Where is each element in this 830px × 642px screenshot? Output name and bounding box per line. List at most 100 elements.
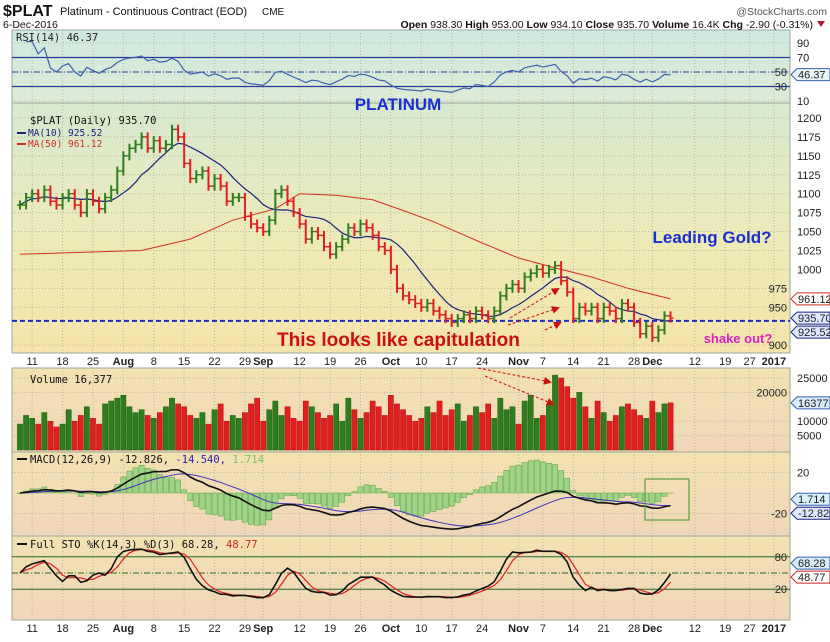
x-tick-label: 11 <box>26 623 37 635</box>
macd-histogram-bar <box>199 492 206 510</box>
volume-bar <box>120 395 127 451</box>
volume-bar <box>540 415 546 451</box>
y-tick-label: 20 <box>775 584 787 596</box>
macd-histogram-bar <box>394 492 400 507</box>
volume-bar <box>41 412 48 451</box>
volume-bar <box>132 412 139 451</box>
macd-histogram-bar <box>606 492 613 501</box>
volume-bar <box>199 412 206 451</box>
x-tick-label: Nov <box>508 356 530 368</box>
macd-histogram-bar <box>90 492 96 495</box>
x-tick-label: 28 <box>628 623 640 635</box>
macd-line <box>19 468 671 530</box>
macd-histogram-bar <box>406 492 412 516</box>
open-value: 938.30 <box>430 19 462 31</box>
volume-bar <box>570 397 577 451</box>
macd-histogram-bar <box>187 492 194 501</box>
volume-bar <box>558 377 564 451</box>
volume-bar <box>272 400 279 451</box>
sto-legend: Full STO %K(14,3) %D(3) 68.28, 48.77 <box>30 539 258 551</box>
y-tick-label: 20 <box>797 468 809 480</box>
signal-value: -14.540, <box>175 454 226 466</box>
macd-histogram-bar <box>381 491 388 494</box>
capitulation-arrows <box>477 287 562 406</box>
volume-bar <box>156 412 163 451</box>
symbol: $PLAT <box>3 3 53 20</box>
volume-bar <box>509 406 516 451</box>
x-tick-label: 29 <box>239 623 251 635</box>
x-tick-label: 17 <box>446 356 458 368</box>
macd-histogram-bar <box>533 459 540 494</box>
value-tag-label: 48.77 <box>798 572 826 584</box>
x-tick-label: Dec <box>642 623 662 635</box>
sto-d-value: 48.77 <box>226 539 258 551</box>
volume-bar <box>460 420 467 451</box>
volume-bar <box>552 374 558 451</box>
macd-histogram-bar <box>479 486 485 494</box>
macd-histogram-bar <box>175 479 181 494</box>
value-tag-label: 68.28 <box>798 558 826 570</box>
macd-histogram-bar <box>637 492 644 502</box>
volume-bar <box>619 406 625 451</box>
x-tick-label: 15 <box>178 356 190 368</box>
annotation-shake-out: shake out? <box>704 331 773 346</box>
value-tag <box>790 68 830 82</box>
y-tick-label: 50 <box>775 67 787 79</box>
macd-histogram-bar <box>248 492 254 525</box>
volume-bar <box>631 409 637 451</box>
value-tag <box>790 556 830 570</box>
volume-bar <box>546 403 552 451</box>
volume-bar <box>588 418 595 451</box>
open-label: Open <box>400 19 427 31</box>
volume-bar <box>363 412 370 451</box>
volume-bar <box>144 415 151 451</box>
arrow <box>484 375 555 406</box>
y-tick-label: 30 <box>775 82 787 94</box>
macd-histogram-bar <box>631 492 637 498</box>
x-tick-label: Sep <box>253 623 273 635</box>
volume-bar <box>533 418 540 451</box>
macd-histogram-bar <box>302 492 309 504</box>
value-tag-label: 16377 <box>798 398 829 410</box>
y-tick-label: 5000 <box>797 431 821 443</box>
sto-k-line <box>19 548 672 599</box>
macd-histogram-bar <box>661 492 668 497</box>
volume-bar <box>65 409 72 451</box>
volume-bar <box>169 397 175 451</box>
high-label: High <box>465 19 488 31</box>
x-tick-label: 27 <box>743 356 755 368</box>
volume-bar <box>643 418 650 451</box>
volume-bar <box>521 400 528 451</box>
x-tick-label: 29 <box>239 356 251 368</box>
volume-bar <box>375 406 382 451</box>
sto-name: Full STO %K(14,3) %D(3) <box>30 539 175 551</box>
volume-bar <box>600 412 607 451</box>
volume-bar <box>491 418 498 451</box>
value-tag-label: 925.52 <box>798 327 830 339</box>
volume-bar <box>357 418 364 451</box>
volume-bar <box>345 397 352 451</box>
macd-histogram-bar <box>552 464 558 494</box>
volume-bar <box>333 403 340 451</box>
macd-histogram-bar <box>77 492 84 497</box>
x-tick-label: 7 <box>540 356 546 368</box>
chart-date: 6-Dec-2016 <box>3 19 58 31</box>
macd-highlight-box <box>644 478 690 521</box>
close-label: Close <box>586 19 615 31</box>
volume-bar <box>290 418 297 451</box>
volume-bar <box>351 409 358 451</box>
volume-bar <box>23 415 29 451</box>
volume-bar <box>84 406 90 451</box>
volume-bar <box>284 406 291 451</box>
value-tag <box>790 292 830 306</box>
volume-bar <box>497 397 504 451</box>
rsi-legend: RSI(14) 46.37 <box>16 32 98 44</box>
volume-bar <box>418 418 425 451</box>
y-tick-label: 25000 <box>797 373 828 385</box>
macd-histogram-bar <box>272 492 279 509</box>
macd-histogram-bar <box>339 492 346 503</box>
x-tick-label: 21 <box>598 623 610 635</box>
volume-bar <box>454 403 461 451</box>
volume-bar <box>315 412 321 451</box>
volume-bar <box>138 409 145 451</box>
